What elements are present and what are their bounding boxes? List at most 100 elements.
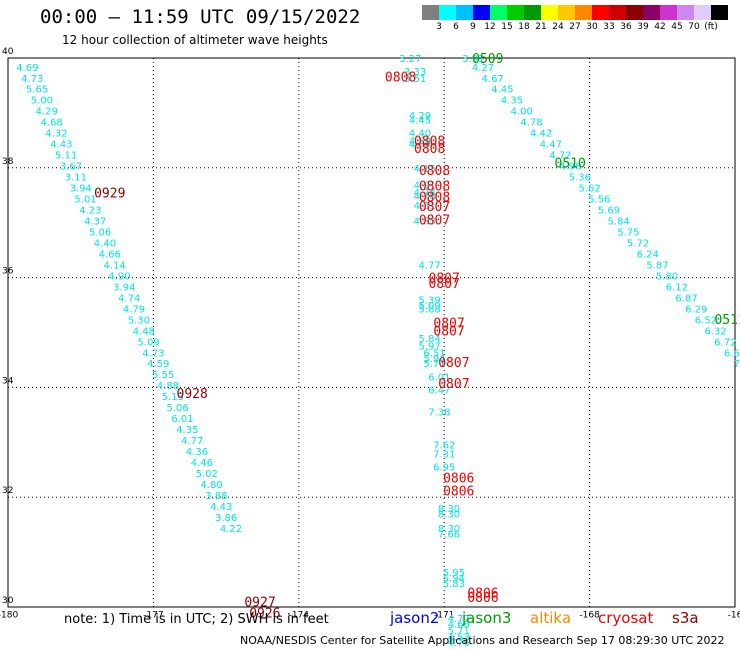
swh-value: 4.15	[414, 164, 436, 175]
pass-time-label: 0806	[443, 485, 474, 500]
colorbar-label: 6	[453, 22, 459, 32]
page-subtitle: 12 hour collection of altimeter wave hei…	[62, 33, 328, 47]
pass-time-label: 0511	[714, 313, 740, 328]
colorbar-label: 27	[569, 22, 581, 32]
swh-value: 5.84	[419, 334, 441, 345]
swh-value: 4.37	[84, 217, 106, 228]
swh-value: 4.46	[191, 458, 213, 469]
swh-value: 5.83	[443, 579, 465, 590]
pass-time-label: 0807	[438, 377, 469, 392]
swh-value: 5.06	[167, 403, 189, 414]
pass-time-label: 0510	[555, 156, 586, 171]
colorbar-swatch	[694, 5, 711, 20]
pass-time-label: 0808	[419, 190, 450, 205]
swh-value: 5.84	[608, 217, 630, 228]
swh-value: 6.29	[685, 304, 707, 315]
colorbar-swatch	[643, 5, 660, 20]
swh-value: 4.47	[540, 140, 562, 151]
swh-value: 4.76	[448, 638, 470, 649]
swh-value: 4.14	[103, 260, 125, 271]
swh-value: 5.06	[89, 227, 111, 238]
pass-time-label: 0806	[467, 591, 498, 606]
colorbar-swatch	[626, 5, 643, 20]
pass-time-label: 0807	[419, 213, 450, 228]
swh-value: 4.59	[409, 140, 431, 151]
note-text: note: 1) Time is in UTC; 2) SWH is in fe…	[64, 612, 329, 627]
swh-value: 5.39	[419, 296, 441, 307]
swh-value: 4.67	[482, 74, 504, 85]
swh-value: 4.98	[559, 162, 581, 173]
swh-value: 4.78	[520, 118, 542, 129]
legend-jason2: jason2	[390, 609, 440, 627]
swh-value: 4.43	[50, 140, 72, 151]
pass-time-label: 0806	[443, 471, 474, 486]
swh-value: 4.59	[409, 136, 431, 147]
swh-value: 4.36	[186, 447, 208, 458]
swh-value: 4.88	[157, 381, 179, 392]
lon-tick-label: -171	[434, 611, 454, 621]
swh-value: 4.45	[409, 115, 431, 126]
pass-time-label: 0808	[385, 71, 416, 86]
swh-value: 4.79	[123, 304, 145, 315]
swh-value: 4.48	[133, 326, 155, 337]
swh-value: 4.74	[118, 293, 140, 304]
swh-value: 3.94	[70, 184, 92, 195]
swh-value: 5.65	[26, 85, 48, 96]
lat-tick-label: 32	[2, 486, 13, 496]
colorbar-label: 39	[637, 22, 649, 32]
swh-value: 3.88	[205, 491, 227, 502]
swh-values: 4.694.735.655.004.294.684.324.435.113.67…	[16, 54, 740, 649]
swh-value: 4.29	[36, 107, 58, 118]
swh-value: 6.95	[433, 462, 455, 473]
swh-value: 5.88	[419, 304, 441, 315]
swh-value: 4.31	[414, 201, 436, 212]
swh-value: 3.27	[399, 54, 421, 65]
swh-value: 7.31	[433, 449, 455, 460]
swh-value: 5.30	[128, 315, 150, 326]
swh-value: 4.42	[530, 129, 552, 140]
swh-value: 4.83	[414, 217, 436, 228]
swh-value: 3.91	[462, 54, 484, 65]
swh-value: 5.56	[588, 195, 610, 206]
swh-value: 7.38	[428, 408, 450, 419]
swh-value: 4.69	[16, 63, 38, 74]
page-title: 00:00 – 11:59 UTC 09/15/2022	[40, 6, 361, 28]
swh-value: 4.80	[200, 480, 222, 491]
swh-value: 6.12	[666, 282, 688, 293]
colorbar-swatch	[541, 5, 558, 20]
swh-value: 5.09	[419, 301, 441, 312]
swh-value: 3.33	[404, 67, 426, 78]
pass-time-label: 0929	[94, 187, 125, 202]
colorbar-swatch	[422, 5, 439, 20]
colorbar-swatch	[677, 5, 694, 20]
pass-time-label: 0806	[467, 587, 498, 602]
colorbar-swatch	[609, 5, 626, 20]
swh-value: 4.29	[409, 111, 431, 122]
lon-tick-label: -16	[728, 611, 740, 621]
pass-time-label: 0808	[414, 134, 445, 149]
swh-value: 3.67	[60, 162, 82, 173]
colorbar-label: 36	[620, 22, 632, 32]
colorbar-swatch	[524, 5, 541, 20]
swh-value: 5.13	[162, 392, 184, 403]
footer-credit: NOAA/NESDIS Center for Satellite Applica…	[240, 634, 725, 647]
swh-value: 7.12	[734, 359, 740, 370]
pass-time-label: 0927	[244, 596, 275, 611]
swh-value: 6.01	[428, 372, 450, 383]
legend-jason3: jason3	[462, 609, 512, 627]
swh-value: 4.27	[472, 63, 494, 74]
colorbar-swatch	[575, 5, 592, 20]
pass-time-label: 0808	[419, 164, 450, 179]
swh-value: 3.11	[65, 173, 87, 184]
colorbar-swatch	[592, 5, 609, 20]
swh-value: 5.01	[74, 195, 96, 206]
pass-time-label: 0509	[472, 52, 503, 67]
swh-value: 5.36	[569, 173, 591, 184]
swh-value: 5.71	[423, 359, 445, 370]
swh-value: 6.72	[714, 337, 736, 348]
legend-altika: altika	[530, 609, 572, 627]
lon-tick-label: -177	[143, 611, 163, 621]
swh-value: 6.47	[428, 386, 450, 397]
lat-tick-label: 30	[2, 596, 14, 606]
